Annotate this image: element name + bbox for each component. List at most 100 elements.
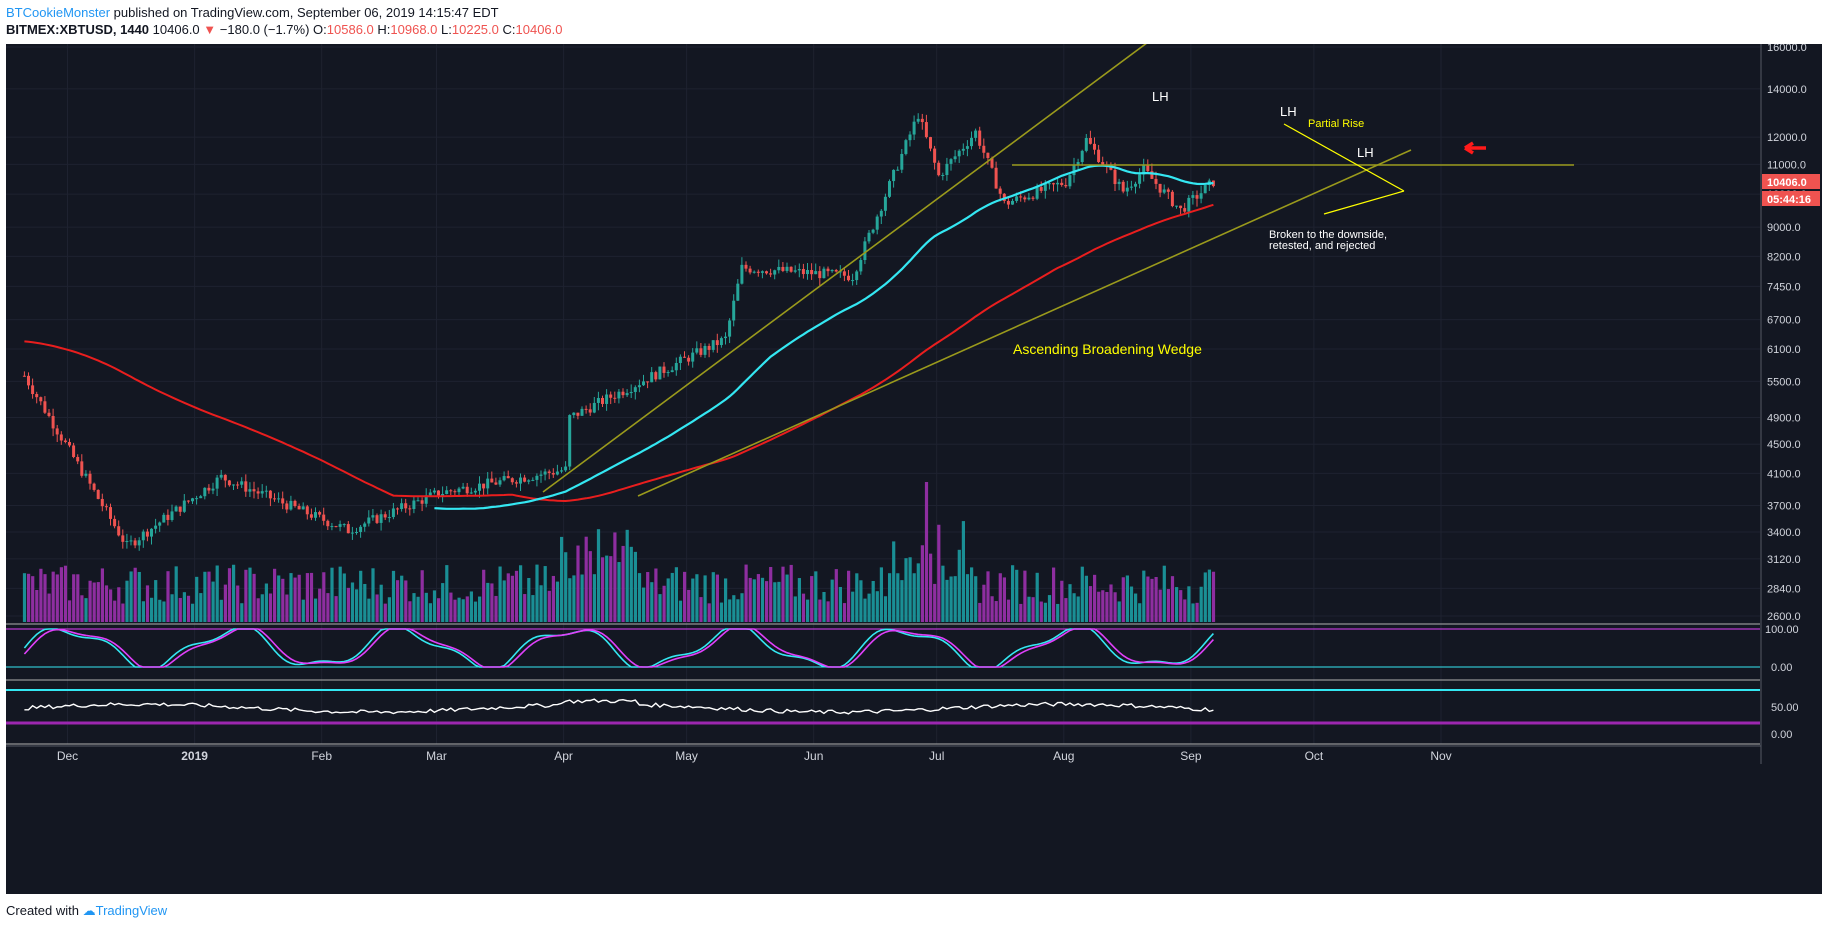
candle-body — [88, 473, 92, 484]
partial-rise-label: Partial Rise — [1308, 118, 1364, 130]
volume-bar — [982, 584, 986, 622]
candle-body — [773, 270, 777, 275]
volume-bar — [1154, 577, 1158, 622]
candle-body — [137, 540, 141, 546]
rsi-pane[interactable] — [6, 689, 1760, 725]
volume-bar — [260, 594, 264, 622]
candle-body — [642, 381, 645, 386]
volume-bar — [219, 599, 223, 622]
candle-body — [666, 372, 670, 374]
candle-body — [793, 270, 797, 272]
candle-body — [822, 268, 826, 279]
volume-bar — [1150, 578, 1154, 622]
volume-bar — [1011, 565, 1015, 622]
volume-bar — [297, 574, 301, 622]
volume-bar — [273, 568, 277, 622]
chart-area[interactable]: LH LH LH Partial Rise Broken to the down… — [6, 33, 1822, 894]
candle-body — [658, 366, 662, 380]
open-label: O: — [313, 22, 327, 37]
volume-bar — [826, 601, 830, 622]
candle-body — [1154, 178, 1158, 184]
candle-body — [592, 402, 596, 413]
volume-bar — [375, 594, 379, 622]
volume-bar — [728, 599, 732, 622]
broken-note-line-2: retested, and rejected — [1269, 240, 1375, 252]
annotation-labels: LH LH LH Partial Rise Broken to the down… — [1013, 89, 1387, 357]
candle-body — [875, 216, 879, 230]
stochastic-pane[interactable] — [6, 628, 1760, 668]
candle-body — [613, 397, 617, 399]
last-price-label: 10406.0 — [1767, 177, 1807, 189]
candle-body — [55, 428, 59, 435]
candle-body — [695, 348, 699, 353]
candle-body — [199, 496, 203, 499]
candle-body — [879, 210, 883, 217]
volume-bar — [711, 572, 715, 622]
candle-body — [814, 271, 818, 275]
candle-body — [158, 522, 162, 526]
candle-body — [121, 535, 125, 542]
candle-body — [1019, 196, 1023, 198]
candle-body — [141, 531, 145, 541]
candle-body — [646, 381, 650, 383]
volume-bar — [601, 557, 605, 622]
time-tick-label: Nov — [1430, 749, 1451, 763]
volume-bar — [810, 576, 814, 622]
volume-bar — [904, 558, 908, 622]
wedge-lower-line[interactable] — [637, 149, 1412, 497]
volume-bar — [1105, 591, 1109, 622]
candle-body — [162, 514, 166, 523]
candle-body — [211, 488, 215, 491]
triangle-lower-line[interactable] — [1323, 190, 1405, 215]
candle-body — [728, 320, 732, 337]
stoch-d-line — [23, 628, 1214, 668]
candle-body — [650, 372, 654, 383]
volume-bar — [178, 597, 182, 622]
candle-body — [965, 146, 969, 149]
volume-bar — [1088, 586, 1093, 622]
volume-bar — [100, 568, 104, 622]
volume-bar — [527, 578, 531, 622]
candle-body — [478, 483, 481, 491]
wedge-upper-line[interactable] — [542, 33, 1160, 493]
time-axis[interactable]: Dec 2019 Feb Mar Apr May Jun Jul Aug Sep Oct Nov — [57, 749, 1452, 763]
candle-body — [892, 169, 896, 182]
candle-body — [191, 498, 194, 502]
candle-body — [904, 140, 908, 154]
candle-body — [937, 162, 941, 176]
candle-body — [855, 271, 859, 281]
volume-bar — [699, 597, 703, 622]
tradingview-link[interactable]: TradingView — [95, 903, 168, 918]
candle-body — [1031, 197, 1035, 199]
candle-body — [797, 269, 801, 271]
candle-body — [986, 152, 990, 158]
candle-body — [334, 526, 338, 528]
volume-bar — [113, 600, 117, 622]
volume-bar — [359, 570, 363, 622]
candle-body — [486, 478, 490, 489]
candle-body — [490, 478, 494, 483]
volume-bar — [555, 581, 560, 622]
volume-bar — [633, 551, 637, 622]
volume-bar — [568, 578, 572, 622]
volume-bar — [1146, 576, 1150, 622]
volume-bar — [760, 577, 765, 622]
candle-body — [1047, 183, 1051, 185]
price-chart[interactable]: LH LH LH Partial Rise Broken to the down… — [6, 33, 1822, 894]
volume-bar — [654, 568, 658, 622]
published-text: published on TradingView.com, September … — [113, 5, 499, 20]
volume-bar — [478, 596, 482, 622]
symbol-label[interactable]: BITMEX:XBTUSD, 1440 — [6, 22, 150, 37]
candle-body — [1052, 183, 1055, 185]
volume-bar — [186, 595, 191, 622]
candle-body — [1146, 165, 1150, 172]
volume-bar — [531, 595, 535, 622]
volume-bar — [363, 583, 367, 622]
triangle-upper-line[interactable] — [1283, 123, 1405, 192]
author-link[interactable]: BTCookieMonster — [6, 5, 111, 20]
volume-bar — [195, 576, 199, 622]
volume-bar — [68, 600, 72, 622]
candle-body — [924, 122, 928, 138]
volume-bar — [539, 585, 543, 622]
candle-body — [523, 477, 527, 482]
